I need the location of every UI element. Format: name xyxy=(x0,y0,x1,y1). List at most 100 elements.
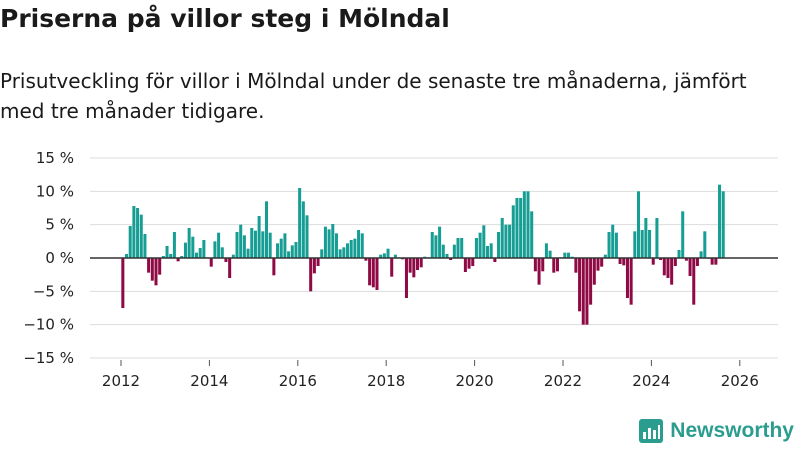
bar xyxy=(537,258,541,285)
bar xyxy=(368,258,372,286)
bar xyxy=(264,201,268,258)
bar xyxy=(320,249,324,258)
bar xyxy=(231,254,235,258)
bar xyxy=(614,232,618,258)
bar xyxy=(655,218,659,258)
y-tick-label: −15 % xyxy=(23,349,74,367)
bar xyxy=(261,231,265,258)
bar xyxy=(474,238,478,258)
newsworthy-logo-icon xyxy=(639,419,664,443)
bar xyxy=(651,258,655,265)
bar xyxy=(500,218,504,258)
bar xyxy=(220,247,224,258)
bar xyxy=(637,191,641,258)
bar xyxy=(563,252,567,258)
bar xyxy=(625,258,629,298)
bar xyxy=(456,238,460,258)
bar xyxy=(714,258,718,265)
bar xyxy=(578,258,582,312)
bar xyxy=(298,188,302,258)
bar xyxy=(224,258,228,262)
bar xyxy=(371,258,375,288)
bar xyxy=(283,233,287,258)
bar xyxy=(176,258,180,262)
bar xyxy=(187,228,191,258)
grid-lines xyxy=(90,157,778,359)
bar xyxy=(357,230,361,258)
x-tick-label: 2022 xyxy=(544,372,582,390)
bar xyxy=(183,242,187,258)
bar xyxy=(209,258,213,267)
bar xyxy=(622,258,626,266)
x-tick-label: 2014 xyxy=(190,372,228,390)
bar xyxy=(390,258,394,277)
bar xyxy=(412,258,416,278)
bar xyxy=(125,254,129,258)
bar xyxy=(346,243,350,258)
bar xyxy=(132,206,136,258)
y-tick-label: −10 % xyxy=(23,316,74,334)
bar xyxy=(592,258,596,285)
x-tick-label: 2018 xyxy=(367,372,405,390)
bar xyxy=(150,258,154,281)
bar xyxy=(419,258,423,268)
bar xyxy=(309,258,313,292)
bar xyxy=(640,230,644,258)
brand-name: Newsworthy xyxy=(670,419,794,442)
y-tick-label: 10 % xyxy=(36,182,74,200)
bar xyxy=(312,258,316,274)
bar xyxy=(721,191,725,258)
bar xyxy=(681,211,685,258)
bar xyxy=(515,198,519,258)
bar xyxy=(629,258,633,305)
bar xyxy=(548,250,552,258)
bar xyxy=(323,226,327,258)
bar xyxy=(718,184,722,258)
bar xyxy=(353,238,357,258)
bar xyxy=(460,238,464,258)
bar xyxy=(482,225,486,258)
bar xyxy=(648,230,652,258)
y-tick-label: −5 % xyxy=(33,282,74,300)
bar xyxy=(467,258,471,269)
bar xyxy=(471,258,475,266)
bar xyxy=(438,226,442,258)
x-tick-label: 2026 xyxy=(721,372,759,390)
bar xyxy=(172,232,176,258)
bar xyxy=(342,247,346,258)
bar xyxy=(375,258,379,290)
bar xyxy=(379,254,383,258)
bar xyxy=(408,258,412,273)
bar xyxy=(633,231,637,258)
bar xyxy=(692,258,696,305)
bar xyxy=(493,258,497,262)
bar xyxy=(434,235,438,258)
bar xyxy=(316,258,320,266)
bar xyxy=(305,215,309,258)
bar xyxy=(519,198,523,258)
bar xyxy=(161,256,165,258)
bar xyxy=(213,241,217,258)
chart-subtitle: Prisutveckling för villor i Mölndal unde… xyxy=(0,69,747,123)
bar xyxy=(239,224,243,258)
bar xyxy=(530,211,534,258)
bar xyxy=(147,258,151,273)
bar xyxy=(235,232,239,258)
bar xyxy=(607,232,611,258)
bar xyxy=(596,258,600,271)
y-tick-label: 15 % xyxy=(36,149,74,167)
bar xyxy=(541,258,545,272)
bar xyxy=(246,248,250,258)
bar xyxy=(195,252,199,258)
bar xyxy=(695,258,699,266)
bar xyxy=(485,246,489,258)
bar xyxy=(673,258,677,266)
y-tick-label: 0 % xyxy=(45,249,74,267)
x-tick-label: 2024 xyxy=(632,372,670,390)
bar xyxy=(364,258,368,261)
bar xyxy=(555,258,559,272)
x-axis: 2012 2014 2016 2018 2020 2022 2024 2026 xyxy=(102,360,759,390)
bar xyxy=(603,254,607,258)
bar xyxy=(688,258,692,276)
